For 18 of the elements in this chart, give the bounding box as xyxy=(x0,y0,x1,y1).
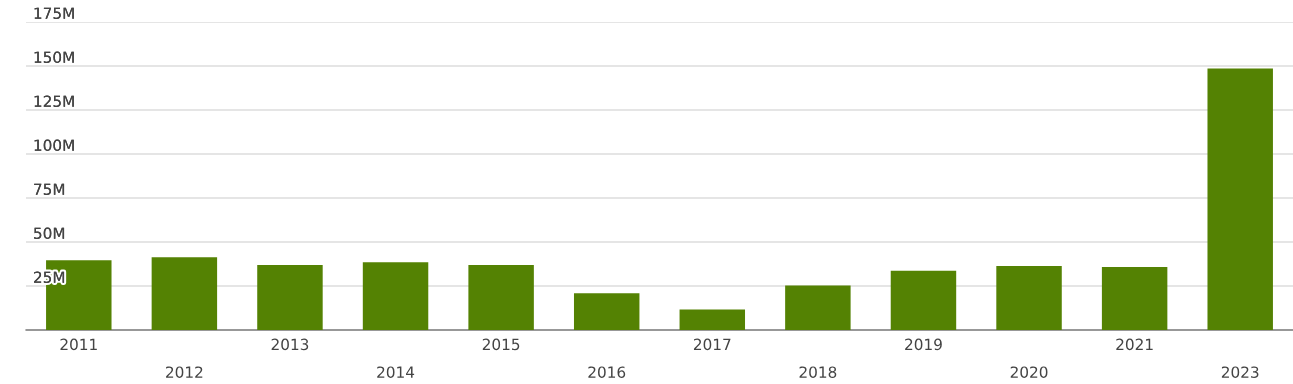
y-tick-label: 75M xyxy=(34,183,65,196)
y-tick-label: 150M xyxy=(34,51,74,64)
y-tick-label: 100M xyxy=(34,139,74,152)
x-tick-label: 2019 xyxy=(905,338,942,351)
x-tick-label: 2020 xyxy=(1010,366,1048,378)
y-tick-label: 175M xyxy=(34,7,74,20)
y-tick-label: 50M xyxy=(34,227,65,240)
y-tick-label: 125M xyxy=(34,95,74,108)
x-tick-label: 2023 xyxy=(1221,366,1259,378)
x-tick-label: 2018 xyxy=(799,366,837,378)
x-tick-label: 2017 xyxy=(693,338,731,351)
x-tick-label: 2013 xyxy=(271,338,309,351)
x-tick-label: 2015 xyxy=(482,338,520,351)
x-tick-label: 2016 xyxy=(588,366,626,378)
x-tick-label: 2014 xyxy=(377,366,415,378)
x-tick-label: 2021 xyxy=(1116,338,1153,351)
x-tick-label: 2011 xyxy=(60,338,97,351)
x-tick-label: 2012 xyxy=(166,366,203,378)
